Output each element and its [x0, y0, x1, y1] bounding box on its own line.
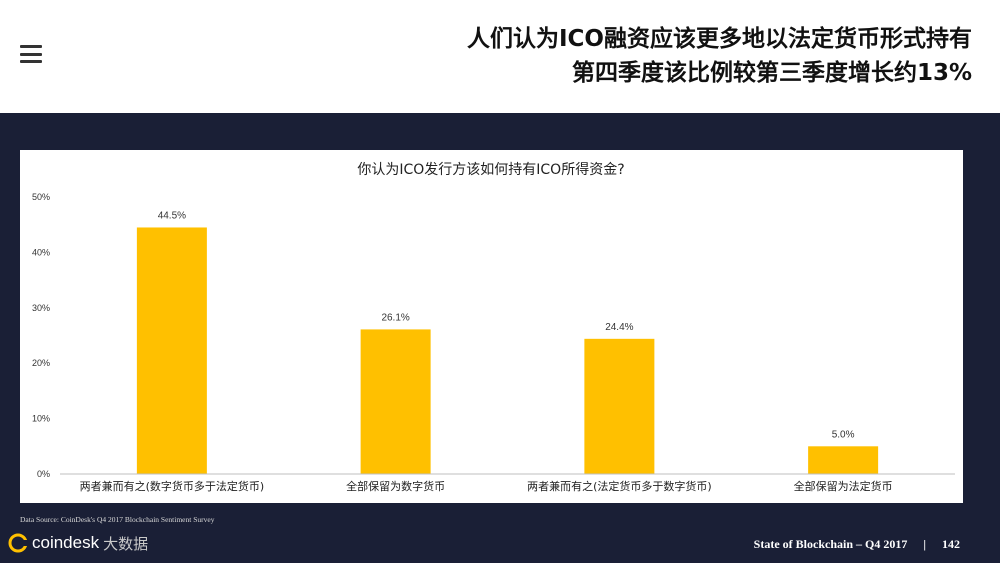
- x-tick-label: 两者兼而有之(数字货币多于法定货币): [80, 479, 265, 493]
- chart-panel: 你认为ICO发行方该如何持有ICO所得资金? 0% 10% 20% 30% 40% 50%…: [20, 150, 963, 503]
- x-tick-label: 两者兼而有之(法定货币多于数字货币): [527, 479, 712, 493]
- bars: 44.5% 26.1% 24.4% 5.0%: [136, 210, 879, 474]
- y-tick-label: 10%: [32, 414, 50, 424]
- y-axis: 0% 10% 20% 30% 40% 50%: [32, 192, 50, 479]
- footer: State of Blockchain – Q4 2017 | 142: [754, 537, 960, 552]
- data-source: Data Source: CoinDesk's Q4 2017 Blockcha…: [20, 515, 215, 524]
- bar: [584, 338, 655, 474]
- bar-chart: 你认为ICO发行方该如何持有ICO所得资金? 0% 10% 20% 30% 40% 50%…: [32, 161, 955, 493]
- brand-extra: 大数据: [103, 534, 149, 553]
- bar-value-label: 44.5%: [158, 210, 186, 221]
- bar: [360, 329, 431, 474]
- chart-title: 你认为ICO发行方该如何持有ICO所得资金?: [357, 161, 624, 178]
- bar-value-label: 24.4%: [605, 322, 633, 333]
- x-axis: 两者兼而有之(数字货币多于法定货币) 全部保留为数字货币 两者兼而有之(法定货币多于…: [60, 473, 955, 493]
- x-tick-label: 全部保留为法定货币: [794, 479, 893, 493]
- page-number: 142: [942, 537, 960, 551]
- header: 人们认为ICO融资应该更多地以法定货币形式持有 第四季度该比例较第三季度增长约1…: [0, 0, 1000, 113]
- bar: [136, 227, 207, 474]
- y-tick-label: 30%: [32, 303, 50, 313]
- coindesk-logo-icon: [8, 533, 28, 553]
- report-name: State of Blockchain – Q4 2017: [753, 537, 908, 551]
- x-tick-label: 全部保留为数字货币: [346, 479, 445, 493]
- y-tick-label: 50%: [32, 192, 50, 202]
- page-title-line1: 人们认为ICO融资应该更多地以法定货币形式持有: [467, 26, 972, 52]
- footer-separator: |: [923, 537, 926, 551]
- y-tick-label: 20%: [32, 358, 50, 368]
- bar-value-label: 5.0%: [832, 429, 855, 440]
- page-title: 人们认为ICO融资应该更多地以法定货币形式持有 第四季度该比例较第三季度增长约1…: [467, 22, 972, 90]
- page-title-line2: 第四季度该比例较第三季度增长约13%: [571, 60, 972, 86]
- brand: coindesk 大数据: [8, 530, 148, 556]
- y-tick-label: 0%: [37, 469, 50, 479]
- bar: [808, 446, 879, 474]
- bar-value-label: 26.1%: [381, 312, 409, 323]
- menu-icon[interactable]: [20, 45, 42, 63]
- y-tick-label: 40%: [32, 247, 50, 257]
- brand-name: coindesk: [32, 533, 100, 552]
